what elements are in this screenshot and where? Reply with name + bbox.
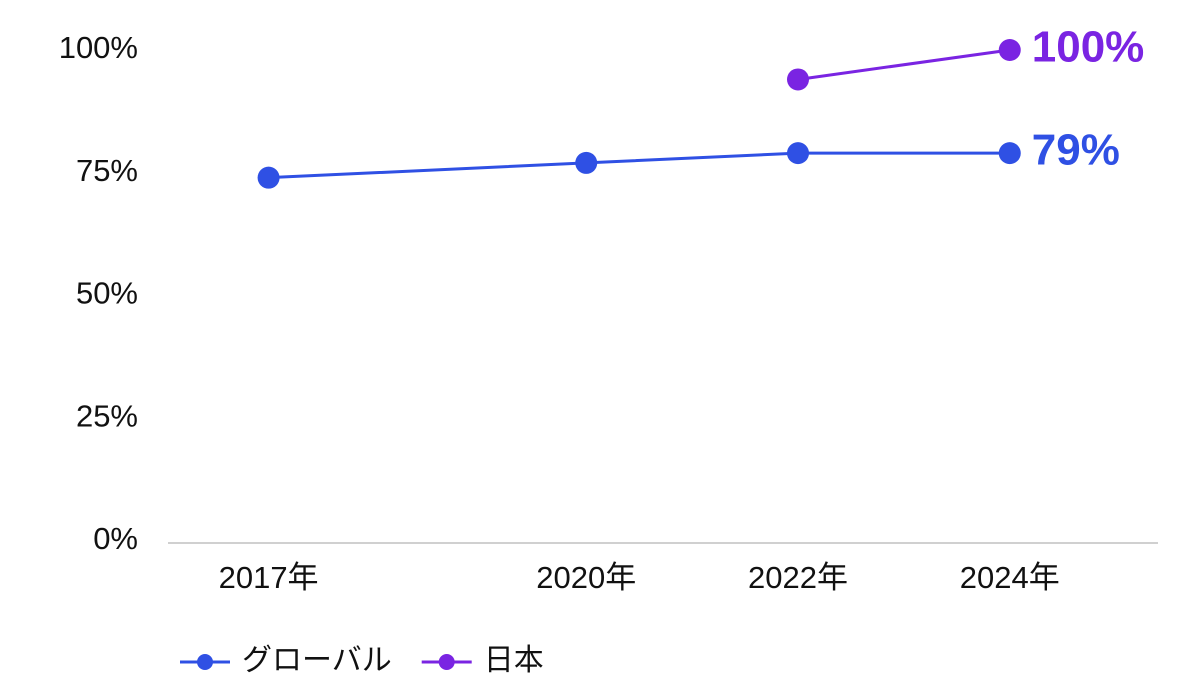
legend-marker bbox=[197, 654, 213, 670]
value-label: 79% bbox=[1032, 126, 1120, 175]
x-tick-label: 2022年 bbox=[748, 560, 848, 595]
series-line bbox=[797, 48, 1010, 81]
y-tick-label: 25% bbox=[76, 398, 138, 433]
y-tick-label: 0% bbox=[93, 521, 138, 556]
value-label: 100% bbox=[1032, 23, 1145, 72]
y-tick-label: 100% bbox=[59, 30, 138, 65]
series-line bbox=[268, 151, 1010, 180]
y-tick-label: 75% bbox=[76, 153, 138, 188]
legend-marker bbox=[438, 654, 455, 670]
data-point bbox=[257, 166, 280, 189]
x-tick-label: 2024年 bbox=[960, 560, 1060, 595]
data-point bbox=[787, 142, 809, 165]
data-point bbox=[575, 151, 598, 174]
x-tick-label: 2017年 bbox=[219, 560, 319, 595]
x-tick-label: 2020年 bbox=[536, 560, 636, 595]
data-point bbox=[998, 142, 1021, 165]
legend-label: 日本 bbox=[484, 644, 544, 677]
data-point bbox=[998, 39, 1021, 61]
legend-label: グローバル bbox=[242, 644, 392, 677]
data-point bbox=[787, 68, 809, 91]
y-tick-label: 50% bbox=[76, 276, 138, 311]
